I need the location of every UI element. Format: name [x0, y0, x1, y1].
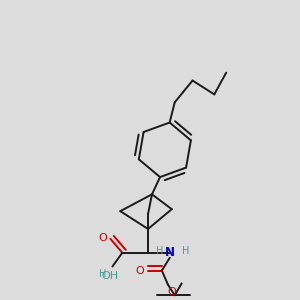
- Text: O: O: [98, 233, 107, 243]
- Text: O: O: [167, 287, 176, 297]
- Text: H: H: [99, 269, 106, 280]
- Text: H: H: [156, 246, 163, 256]
- Text: N: N: [165, 246, 175, 259]
- Text: OH: OH: [102, 272, 119, 281]
- Text: H: H: [182, 246, 189, 256]
- Text: O: O: [136, 266, 145, 275]
